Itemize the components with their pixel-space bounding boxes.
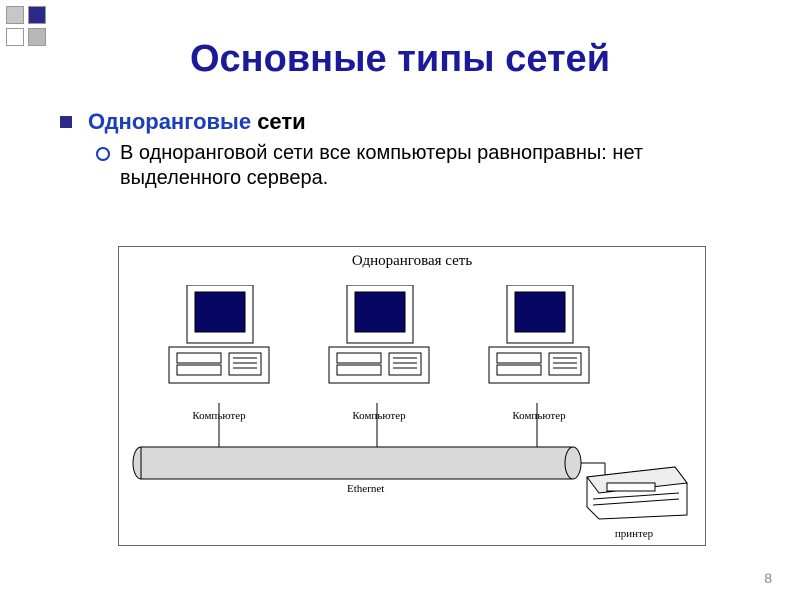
- square-4: [28, 28, 46, 46]
- computer-label: Компьютер: [319, 410, 439, 422]
- computer-1: Компьютер: [159, 285, 279, 422]
- computer-icon: [319, 285, 439, 403]
- computer-label: Компьютер: [479, 410, 599, 422]
- computer-icon: [159, 285, 279, 403]
- computer-2: Компьютер: [319, 285, 439, 422]
- bullet-rest: сети: [251, 109, 306, 134]
- square-2: [28, 6, 46, 24]
- printer: принтер: [579, 465, 689, 540]
- bullet-peer-networks: Одноранговые сети: [60, 109, 760, 135]
- square-3: [6, 28, 24, 46]
- bullet-description: В одноранговой сети все компьютеры равно…: [60, 141, 760, 191]
- square-1: [6, 6, 24, 24]
- printer-label: принтер: [579, 528, 689, 540]
- bullet-highlight: Одноранговые: [88, 109, 251, 134]
- page-number: 8: [764, 570, 772, 586]
- computer-3: Компьютер: [479, 285, 599, 422]
- printer-icon: [579, 465, 689, 521]
- page-title: Основные типы сетей: [0, 0, 800, 81]
- computer-icon: [479, 285, 599, 403]
- computer-label: Компьютер: [159, 410, 279, 422]
- network-diagram: Одноранговая сеть Компьютер: [118, 246, 706, 546]
- ethernet-label: Ethernet: [347, 483, 384, 495]
- bullet-list: Одноранговые сети В одноранговой сети вс…: [0, 81, 800, 191]
